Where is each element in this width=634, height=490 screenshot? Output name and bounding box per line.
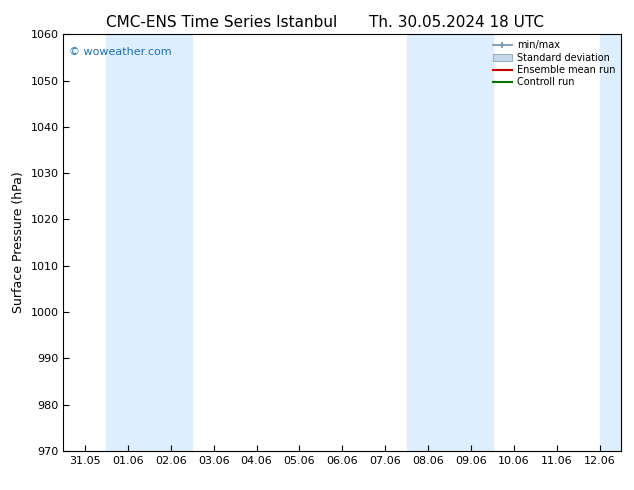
Text: CMC-ENS Time Series Istanbul: CMC-ENS Time Series Istanbul — [107, 15, 337, 30]
Bar — [450, 34, 493, 451]
Bar — [407, 34, 450, 451]
Text: © woweather.com: © woweather.com — [69, 47, 172, 57]
Text: Th. 30.05.2024 18 UTC: Th. 30.05.2024 18 UTC — [369, 15, 544, 30]
Bar — [600, 34, 621, 451]
Bar — [107, 34, 192, 451]
Legend: min/max, Standard deviation, Ensemble mean run, Controll run: min/max, Standard deviation, Ensemble me… — [489, 36, 619, 91]
Y-axis label: Surface Pressure (hPa): Surface Pressure (hPa) — [12, 172, 25, 314]
